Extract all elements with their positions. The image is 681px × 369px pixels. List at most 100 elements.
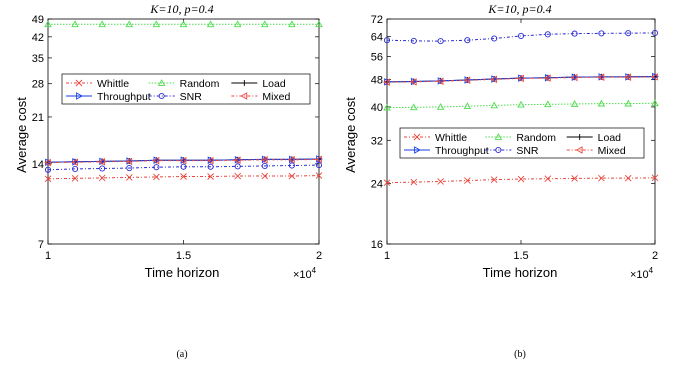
data-point-whittle bbox=[98, 174, 106, 182]
series-snr bbox=[383, 29, 659, 45]
data-point-whittle bbox=[410, 178, 418, 186]
x-tick-label: 1.5 bbox=[513, 250, 528, 262]
x-tick-label: 1 bbox=[45, 250, 51, 262]
legend-item-mixed: Mixed bbox=[231, 91, 291, 103]
chart-a: K=10, p=0.4 Average cost Time horizon ×1… bbox=[14, 2, 323, 360]
legend-label-mixed: Mixed bbox=[598, 145, 626, 157]
data-point-random bbox=[624, 99, 632, 107]
data-point-random bbox=[436, 103, 445, 110]
y-tick-label: 49 bbox=[32, 14, 44, 26]
chart-b-xlabel: Time horizon bbox=[483, 265, 558, 280]
series-random bbox=[44, 20, 323, 28]
legend-marker-mixed bbox=[240, 92, 248, 100]
data-point-snr bbox=[288, 162, 295, 169]
data-point-random bbox=[125, 20, 134, 28]
data-point-random bbox=[570, 100, 579, 107]
data-point-snr bbox=[99, 165, 106, 172]
data-point-mixed bbox=[409, 78, 417, 86]
data-point-mixed bbox=[98, 158, 106, 166]
data-point-whittle bbox=[517, 175, 525, 183]
y-tick-label: 28 bbox=[32, 79, 44, 91]
data-point-mixed bbox=[206, 156, 214, 165]
data-point-random bbox=[597, 99, 606, 107]
data-point-random bbox=[410, 103, 418, 111]
data-point-random bbox=[517, 100, 525, 108]
data-point-random bbox=[261, 20, 269, 28]
data-point-mixed bbox=[287, 156, 295, 164]
x-tick-label: 2 bbox=[652, 250, 658, 262]
data-point-snr bbox=[383, 37, 391, 44]
data-point-whittle bbox=[651, 174, 659, 182]
data-point-snr bbox=[153, 164, 160, 171]
chart-b-x-multiplier: ×104 bbox=[630, 266, 654, 281]
y-tick-label: 35 bbox=[32, 53, 44, 65]
y-tick-label: 21 bbox=[32, 112, 44, 124]
data-point-mixed bbox=[260, 156, 268, 164]
legend-label-throughput: Throughput bbox=[435, 145, 489, 157]
data-point-mixed bbox=[624, 73, 632, 81]
legend-marker-whittle bbox=[413, 133, 421, 141]
data-point-random bbox=[463, 102, 472, 110]
data-point-snr bbox=[72, 165, 79, 172]
data-point-random bbox=[233, 20, 242, 28]
legend-label-random: Random bbox=[516, 132, 556, 144]
y-tick-label: 42 bbox=[32, 32, 44, 44]
chart-a-title: K=10, p=0.4 bbox=[149, 2, 213, 16]
chart-b: K=10, p=0.4 Average cost Time horizon ×1… bbox=[343, 2, 659, 360]
y-tick-label: 7 bbox=[38, 239, 44, 251]
legend-item-load: Load bbox=[566, 132, 622, 144]
legend-item-whittle: Whittle bbox=[404, 132, 467, 144]
data-point-mixed bbox=[233, 156, 241, 164]
legend-item-throughput: Throughput bbox=[66, 91, 151, 103]
data-point-snr bbox=[261, 162, 268, 169]
chart-a-legend: Whittle Random Load Throughput SNR Mixed bbox=[61, 73, 311, 105]
legend-item-load: Load bbox=[231, 78, 286, 90]
data-point-random bbox=[315, 20, 323, 28]
legend-box bbox=[399, 127, 645, 159]
y-tick-label: 16 bbox=[371, 239, 383, 251]
legend-label-load: Load bbox=[598, 132, 622, 144]
legend-label-load: Load bbox=[262, 78, 286, 90]
legend-marker-load bbox=[241, 80, 248, 86]
chart-b-axes: 16 24 32 40 48 56 64 72 1 1.5 2 bbox=[371, 14, 658, 262]
data-point-random bbox=[179, 20, 188, 28]
legend-item-random: Random bbox=[148, 78, 220, 90]
legend-item-snr: SNR bbox=[148, 91, 202, 103]
data-point-snr bbox=[651, 29, 659, 36]
data-point-random bbox=[71, 20, 79, 28]
x-tick-label: 2 bbox=[316, 250, 322, 262]
legend-marker-throughput bbox=[414, 146, 421, 154]
series-line-throughput bbox=[386, 76, 656, 83]
data-point-whittle bbox=[490, 176, 498, 183]
data-point-random bbox=[288, 20, 296, 28]
data-point-random bbox=[152, 20, 161, 28]
data-point-mixed bbox=[436, 77, 444, 85]
data-point-mixed bbox=[179, 156, 187, 165]
y-tick-label: 48 bbox=[371, 75, 383, 87]
data-point-snr bbox=[571, 30, 578, 37]
plot-frame bbox=[47, 18, 320, 245]
y-tick-label: 40 bbox=[371, 102, 383, 114]
data-point-whittle bbox=[261, 172, 269, 180]
data-point-mixed bbox=[152, 156, 160, 165]
data-point-whittle bbox=[71, 175, 79, 182]
data-point-whittle bbox=[207, 173, 214, 180]
chart-a-axes: 7 14 21 28 35 42 49 1 1.5 2 bbox=[32, 14, 322, 262]
data-point-mixed bbox=[517, 74, 524, 83]
legend-item-snr: SNR bbox=[485, 145, 539, 157]
chart-a-ylabel: Average cost bbox=[14, 97, 29, 173]
data-point-mixed bbox=[651, 73, 658, 81]
chart-a-x-multiplier: ×104 bbox=[293, 266, 317, 281]
data-point-snr bbox=[625, 30, 632, 37]
data-point-random bbox=[383, 103, 391, 111]
chart-a-xlabel: Time horizon bbox=[145, 265, 220, 280]
legend-marker-throughput bbox=[76, 92, 83, 100]
data-point-random bbox=[98, 20, 106, 28]
data-point-whittle bbox=[437, 178, 444, 185]
legend-item-mixed: Mixed bbox=[566, 145, 626, 157]
legend-marker-snr bbox=[158, 92, 165, 100]
y-tick-label: 32 bbox=[371, 135, 383, 147]
series-line-snr bbox=[386, 32, 656, 42]
series-line-snr bbox=[47, 164, 320, 171]
data-point-snr bbox=[234, 163, 241, 170]
